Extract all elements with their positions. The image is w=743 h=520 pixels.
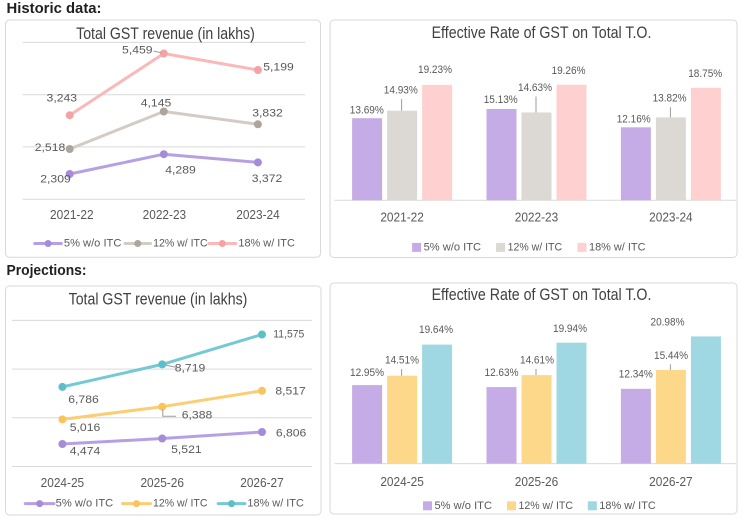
svg-text:2022-23: 2022-23: [143, 207, 187, 222]
svg-text:6,786: 6,786: [68, 394, 99, 406]
svg-text:5,199: 5,199: [263, 62, 294, 74]
svg-text:6,388: 6,388: [182, 410, 213, 422]
svg-text:3,372: 3,372: [252, 173, 283, 185]
svg-text:2021-22: 2021-22: [380, 210, 424, 225]
svg-text:14.63%: 14.63%: [518, 82, 552, 94]
svg-text:4,145: 4,145: [141, 98, 172, 110]
svg-text:12.16%: 12.16%: [617, 113, 651, 125]
svg-text:3,832: 3,832: [252, 108, 283, 120]
svg-text:5% w/o ITC: 5% w/o ITC: [64, 238, 122, 250]
svg-text:12% w/ ITC: 12% w/ ITC: [508, 241, 563, 253]
svg-text:11,575: 11,575: [273, 328, 304, 340]
svg-text:5,521: 5,521: [171, 444, 202, 456]
svg-text:18% w/ ITC: 18% w/ ITC: [599, 500, 656, 512]
svg-text:2024-25: 2024-25: [41, 475, 85, 490]
svg-text:4,474: 4,474: [70, 446, 101, 458]
svg-text:19.23%: 19.23%: [418, 64, 452, 76]
svg-text:18% w/ ITC: 18% w/ ITC: [247, 498, 304, 510]
svg-text:5% w/o ITC: 5% w/o ITC: [435, 500, 493, 512]
svg-text:15.44%: 15.44%: [654, 350, 688, 362]
svg-text:2,309: 2,309: [40, 174, 71, 186]
svg-text:18% w/ ITC: 18% w/ ITC: [589, 241, 646, 253]
svg-text:19.94%: 19.94%: [553, 323, 587, 335]
svg-text:Total GST revenue (in lakhs): Total GST revenue (in lakhs): [69, 290, 248, 309]
svg-text:2026-27: 2026-27: [649, 474, 693, 489]
svg-text:14.61%: 14.61%: [520, 355, 554, 367]
svg-text:5% w/o ITC: 5% w/o ITC: [424, 241, 482, 253]
svg-text:5,459: 5,459: [122, 45, 153, 57]
svg-text:12% w/ ITC: 12% w/ ITC: [153, 238, 208, 250]
svg-text:2,518: 2,518: [35, 142, 66, 154]
svg-text:2026-27: 2026-27: [240, 475, 284, 490]
svg-text:14.93%: 14.93%: [384, 85, 418, 97]
svg-text:Projections:: Projections:: [7, 263, 87, 279]
svg-text:2021-22: 2021-22: [50, 207, 94, 222]
svg-text:Effective Rate of GST on Total: Effective Rate of GST on Total T.O.: [432, 23, 652, 42]
svg-text:2022-23: 2022-23: [515, 210, 559, 225]
svg-text:2025-26: 2025-26: [140, 475, 184, 490]
svg-text:12.34%: 12.34%: [619, 369, 653, 381]
svg-text:8,719: 8,719: [175, 363, 206, 375]
svg-text:19.64%: 19.64%: [419, 324, 453, 336]
svg-text:6,806: 6,806: [276, 428, 307, 440]
svg-text:2025-26: 2025-26: [515, 474, 559, 489]
svg-text:13.69%: 13.69%: [350, 104, 384, 116]
svg-text:15.13%: 15.13%: [484, 94, 518, 106]
svg-text:2023-24: 2023-24: [236, 207, 280, 222]
svg-text:5,016: 5,016: [70, 422, 101, 434]
svg-text:12.63%: 12.63%: [485, 367, 519, 379]
svg-text:4,289: 4,289: [165, 164, 196, 176]
svg-text:Historic data:: Historic data:: [7, 1, 102, 17]
svg-text:20.98%: 20.98%: [651, 316, 685, 328]
svg-text:12% w/ ITC: 12% w/ ITC: [153, 498, 208, 510]
svg-text:19.26%: 19.26%: [552, 65, 586, 77]
svg-text:2024-25: 2024-25: [380, 474, 424, 489]
svg-text:3,243: 3,243: [47, 93, 78, 105]
svg-text:18.75%: 18.75%: [688, 68, 722, 80]
svg-text:5% w/o ITC: 5% w/o ITC: [56, 498, 114, 510]
svg-text:14.51%: 14.51%: [385, 355, 419, 367]
svg-text:12% w/ ITC: 12% w/ ITC: [519, 500, 574, 512]
svg-text:12.95%: 12.95%: [350, 367, 384, 379]
svg-text:Effective Rate of GST on Total: Effective Rate of GST on Total T.O.: [432, 285, 652, 304]
svg-text:2023-24: 2023-24: [649, 210, 693, 225]
svg-text:8,517: 8,517: [275, 385, 306, 397]
svg-text:18% w/ ITC: 18% w/ ITC: [238, 238, 295, 250]
svg-text:Total GST revenue (in lakhs): Total GST revenue (in lakhs): [76, 24, 255, 43]
svg-text:13.82%: 13.82%: [653, 93, 687, 105]
